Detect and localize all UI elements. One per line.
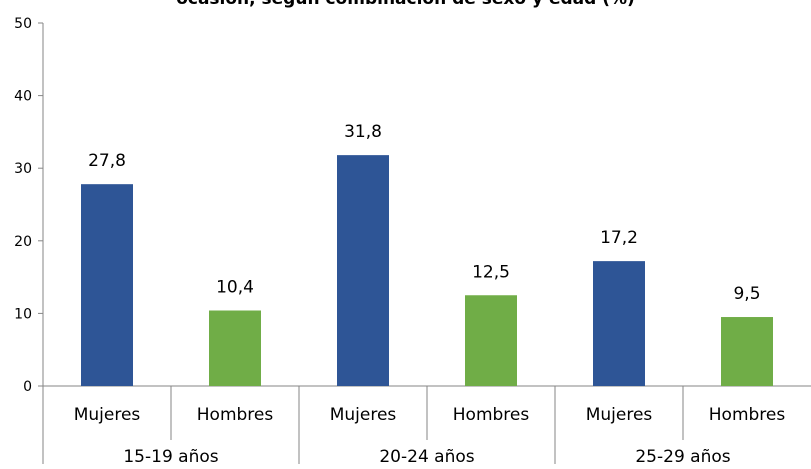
bar-value-label: 12,5 <box>472 262 510 282</box>
bar-mujeres <box>593 261 645 386</box>
bar-mujeres <box>81 184 133 386</box>
x-category-label: Mujeres <box>330 405 397 425</box>
x-category-label: Mujeres <box>586 405 653 425</box>
y-tick-label: 50 <box>14 16 32 32</box>
x-group-label: 20-24 años <box>379 447 474 464</box>
x-category-label: Hombres <box>709 405 786 425</box>
y-tick-label: 10 <box>14 306 32 322</box>
x-category-label: Mujeres <box>74 405 141 425</box>
bar-value-label: 17,2 <box>600 228 638 248</box>
bar-hombres <box>465 295 517 386</box>
bar-hombres <box>721 317 773 386</box>
x-group-label: 25-29 años <box>635 447 730 464</box>
chart-title: ocasión, según combinación de sexo y eda… <box>0 0 811 9</box>
bar-hombres <box>209 310 261 386</box>
bar-value-label: 27,8 <box>88 151 126 171</box>
x-category-label: Hombres <box>197 405 274 425</box>
y-tick-label: 40 <box>14 89 32 105</box>
bar-mujeres <box>337 155 389 386</box>
bar-value-label: 31,8 <box>344 122 382 142</box>
bar-value-label: 10,4 <box>216 277 254 297</box>
y-tick-label: 30 <box>14 161 32 177</box>
x-category-label: Hombres <box>453 405 530 425</box>
y-tick-label: 0 <box>23 379 32 395</box>
bar-value-label: 9,5 <box>733 284 760 304</box>
x-group-label: 15-19 años <box>123 447 218 464</box>
y-tick-label: 20 <box>14 234 32 250</box>
